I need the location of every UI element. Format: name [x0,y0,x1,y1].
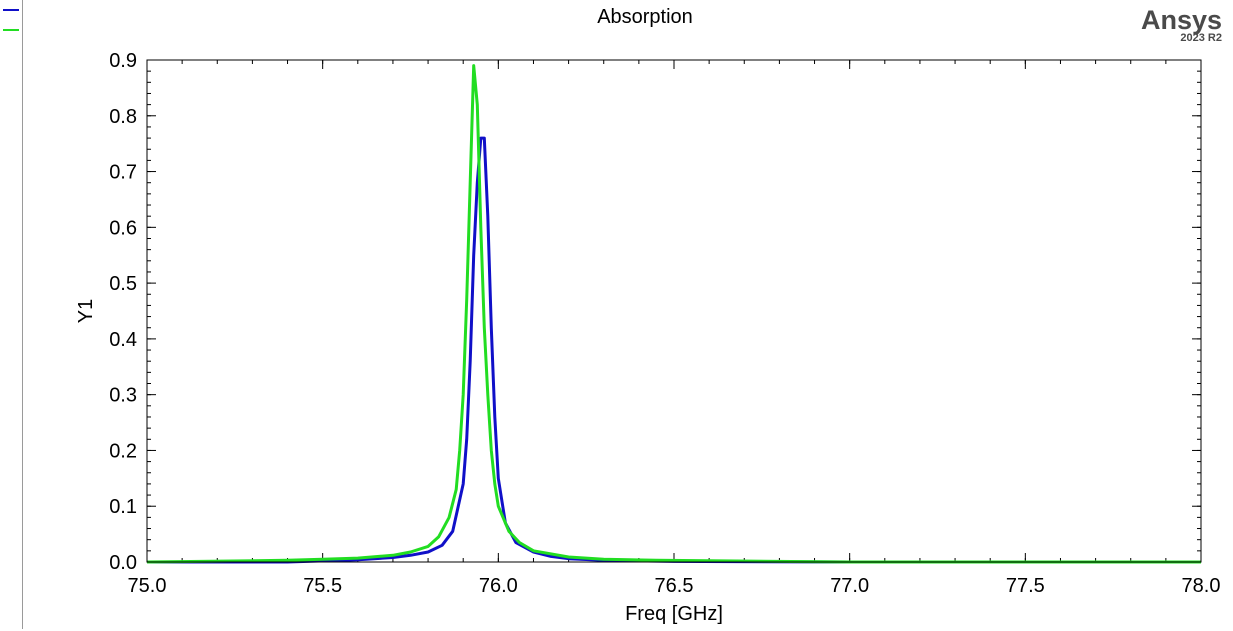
y-tick-label: 0.9 [109,50,137,72]
y-tick-label: 0.5 [109,273,137,295]
brand-version: 2023 R2 [1180,32,1222,44]
y-tick-label: 0.8 [109,106,137,128]
legend[interactable] [0,0,23,629]
y-tick-label: 0.4 [109,329,137,351]
series-line-2 [146,64,1201,564]
x-tick-labels: 75.0 75.5 76.0 76.5 77.0 77.5 78.0 [128,575,1221,597]
y-tick-label: 0.1 [109,496,137,518]
legend-swatch-series-1 [3,9,19,11]
y-tick-label: 0.2 [109,440,137,462]
x-tick-label: 78.0 [1182,575,1221,597]
x-tick-label: 76.0 [479,575,518,597]
y-tick-label: 0.3 [109,385,137,407]
brand-logo: Ansys 2023 R2 [1140,5,1222,44]
x-tick-label: 75.0 [128,575,167,597]
y-axis-label: Y1 [75,299,97,323]
x-tick-label: 76.5 [655,575,694,597]
x-axis-label: Freq [GHz] [625,603,723,625]
minor-ticks [146,59,1202,563]
y-tick-label: 0.0 [109,552,137,574]
x-tick-label: 77.5 [1006,575,1045,597]
y-tick-labels: 0.0 0.1 0.2 0.3 0.4 0.5 0.6 0.7 0.8 0.9 [109,50,137,574]
series-group [146,64,1201,564]
brand-name: Ansys [1140,5,1222,35]
chart-title: Absorption [597,6,693,28]
y-tick-label: 0.6 [109,217,137,239]
x-tick-label: 75.5 [303,575,342,597]
plot-frame [146,59,1202,563]
legend-swatch-series-2 [3,29,19,31]
y-tick-label: 0.7 [109,162,137,184]
series-line-1 [147,136,1201,564]
major-ticks [146,59,1202,563]
x-tick-label: 77.0 [830,575,869,597]
